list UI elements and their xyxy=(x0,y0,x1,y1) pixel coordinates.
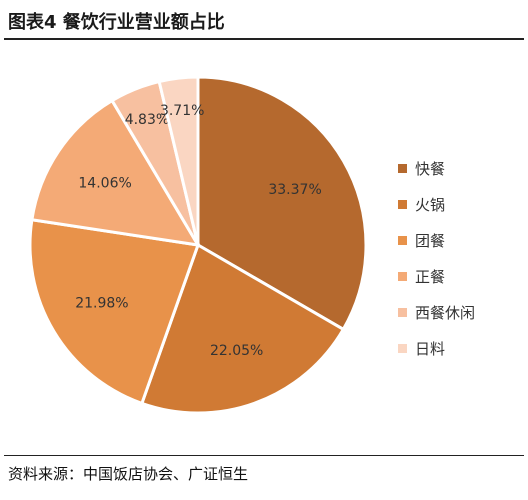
pie-slice-2 xyxy=(28,218,201,406)
legend-label: 团餐 xyxy=(415,231,446,250)
slice-label-1: 22.05% xyxy=(210,343,263,359)
title-rule xyxy=(4,38,524,40)
slice-label-3: 14.06% xyxy=(78,175,131,191)
slice-label-0: 33.37% xyxy=(268,182,321,198)
legend-label: 正餐 xyxy=(415,267,446,286)
legend-item-5: 日料 xyxy=(398,330,475,366)
legend-swatch xyxy=(398,343,407,353)
source-rule xyxy=(4,455,524,456)
legend-swatch xyxy=(398,163,407,173)
legend-label: 快餐 xyxy=(415,159,446,178)
legend-item-1: 火锅 xyxy=(398,186,475,222)
legend-swatch xyxy=(398,199,407,209)
pie-slice-5 xyxy=(157,75,200,246)
slice-label-2: 21.98% xyxy=(75,296,128,312)
chart-legend: 快餐火锅团餐正餐西餐休闲日料 xyxy=(398,150,475,366)
pie-slice-1 xyxy=(139,242,346,415)
legend-label: 日料 xyxy=(415,339,446,358)
chart-title: 图表4 餐饮行业营业额占比 xyxy=(8,12,225,33)
legend-swatch xyxy=(398,235,407,245)
pie-slice-0 xyxy=(196,75,368,332)
legend-swatch xyxy=(398,271,407,281)
legend-swatch xyxy=(398,307,407,317)
legend-label: 火锅 xyxy=(415,195,446,214)
legend-item-4: 西餐休闲 xyxy=(398,294,475,330)
pie-slice-3 xyxy=(30,98,201,247)
legend-label: 西餐休闲 xyxy=(415,303,476,322)
source-note: 资料来源：中国饭店协会、广证恒生 xyxy=(8,465,249,483)
slice-label-4: 4.83% xyxy=(125,112,169,128)
slice-label-5: 3.71% xyxy=(160,103,204,119)
legend-item-3: 正餐 xyxy=(398,258,475,294)
legend-item-0: 快餐 xyxy=(398,150,475,186)
legend-item-2: 团餐 xyxy=(398,222,475,258)
